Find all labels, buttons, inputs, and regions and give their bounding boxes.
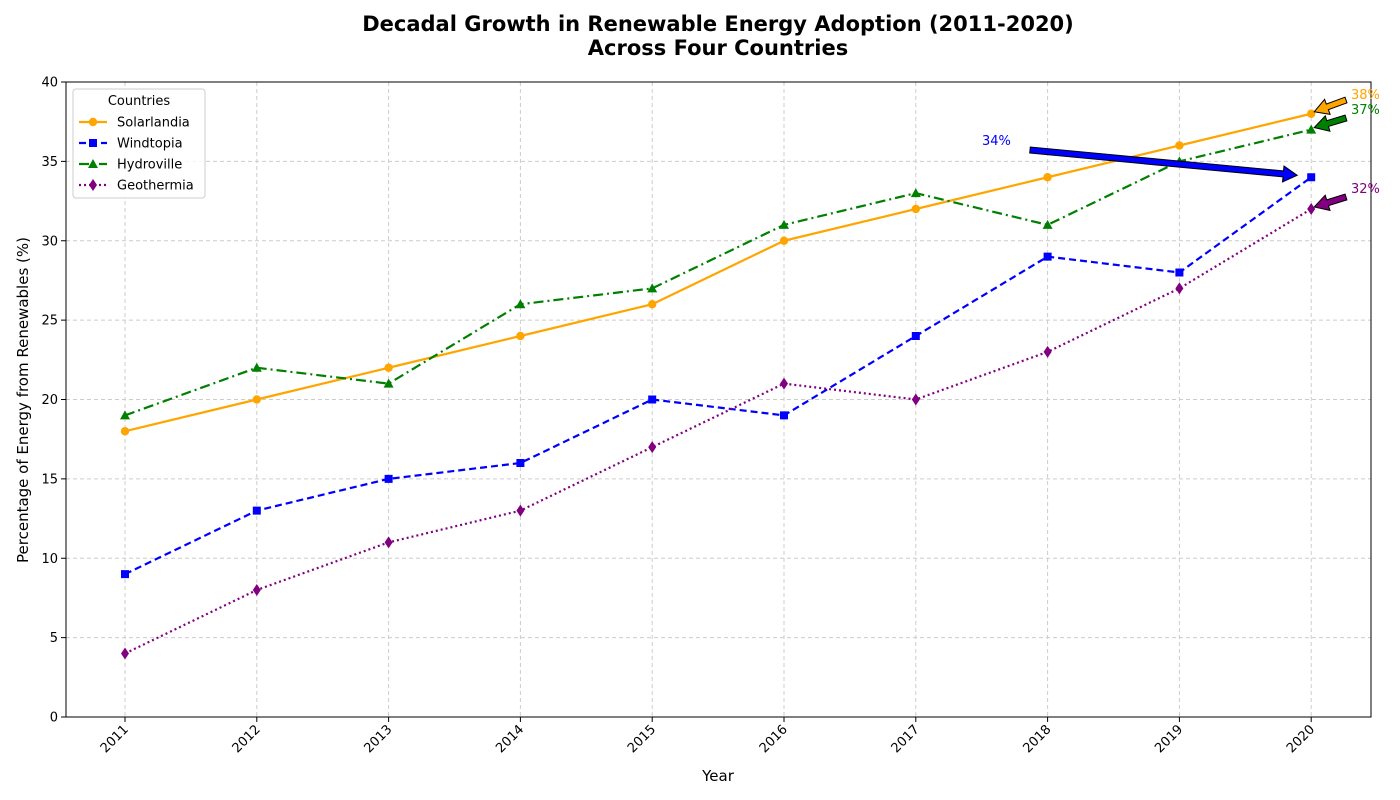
annotation-label: 34% — [982, 134, 1011, 149]
x-axis-label: Year — [701, 767, 735, 785]
chart-subtitle: Across Four Countries — [588, 36, 848, 60]
y-tick-label: 40 — [41, 76, 58, 91]
x-tick-label: 2020 — [1284, 722, 1318, 756]
data-point-solarlandia — [384, 363, 393, 372]
data-point-windtopia — [1175, 268, 1184, 277]
annotation-arrow — [1313, 114, 1348, 132]
y-tick-label: 10 — [41, 552, 58, 567]
x-tick-label: 2015 — [625, 722, 659, 756]
data-point-geothermia — [1175, 282, 1184, 295]
data-point-geothermia — [252, 584, 261, 596]
data-point-hydroville — [120, 410, 130, 420]
series-hydroville — [120, 124, 1317, 420]
chart-title: Decadal Growth in Renewable Energy Adopt… — [362, 12, 1074, 36]
series-line-windtopia — [124, 176, 1312, 576]
legend-label-hydroville: Hydroville — [117, 158, 182, 173]
legend-label-geothermia: Geothermia — [117, 179, 194, 194]
data-point-hydroville — [383, 378, 394, 388]
x-tick-label: 2012 — [230, 722, 264, 756]
x-tick-label: 2019 — [1152, 722, 1186, 756]
annotation-label: 32% — [1351, 182, 1380, 197]
x-tick-label: 2013 — [361, 722, 395, 756]
series-geothermia — [121, 203, 1316, 660]
data-point-solarlandia — [1175, 141, 1184, 150]
annotation-arrow — [1313, 96, 1348, 116]
data-point-hydroville — [251, 362, 262, 372]
legend: Countries Solarlandia Windtopia Hydroville G… — [72, 88, 206, 199]
legend-title: Countries — [108, 94, 171, 109]
data-point-geothermia — [1307, 203, 1316, 215]
annotation-arrow — [1029, 146, 1299, 183]
data-point-geothermia — [911, 393, 920, 406]
data-point-hydroville — [910, 188, 921, 198]
annotation-label: 37% — [1351, 103, 1380, 118]
annotation-label: 38% — [1351, 88, 1380, 103]
y-axis-label: Percentage of Energy from Renewables (%) — [14, 237, 32, 563]
data-point-solarlandia — [252, 395, 261, 404]
y-tick-label: 35 — [41, 155, 58, 170]
legend-marker-windtopia — [89, 139, 97, 147]
series-line-geothermia — [124, 208, 1312, 655]
grid — [66, 81, 1371, 718]
data-point-windtopia — [1043, 252, 1052, 261]
data-point-solarlandia — [648, 300, 657, 309]
legend-label-solarlandia: Solarlandia — [117, 116, 190, 131]
y-tick-label: 30 — [41, 234, 58, 249]
data-point-geothermia — [516, 504, 525, 517]
y-tick-label: 5 — [50, 631, 58, 646]
data-point-geothermia — [121, 647, 129, 660]
series-line-hydroville — [124, 128, 1312, 417]
data-point-hydroville — [647, 283, 658, 293]
legend-box — [72, 88, 206, 199]
legend-label-windtopia: Windtopia — [117, 137, 183, 152]
data-point-hydroville — [515, 299, 526, 309]
data-point-geothermia — [1043, 345, 1052, 358]
data-point-solarlandia — [120, 427, 130, 436]
y-tick-label: 25 — [41, 314, 58, 329]
legend-marker-geothermia — [89, 179, 97, 191]
data-point-geothermia — [780, 377, 788, 390]
data-point-windtopia — [516, 459, 525, 467]
x-tick-label: 2018 — [1020, 722, 1054, 756]
x-tick-label: 2017 — [889, 722, 923, 756]
y-tick-label: 20 — [41, 393, 58, 408]
data-point-hydroville — [779, 219, 789, 229]
legend-marker-hydroville — [88, 159, 98, 168]
data-point-solarlandia — [911, 204, 920, 214]
data-point-solarlandia — [516, 331, 525, 341]
series-windtopia — [121, 173, 1316, 579]
data-point-windtopia — [648, 395, 657, 404]
data-point-windtopia — [780, 411, 788, 420]
data-point-hydroville — [1306, 124, 1317, 134]
x-tick-label: 2014 — [493, 722, 527, 756]
data-point-windtopia — [911, 332, 920, 340]
legend-marker-solarlandia — [88, 117, 98, 127]
data-point-hydroville — [1042, 219, 1053, 229]
data-point-windtopia — [121, 570, 129, 579]
x-tick-label: 2011 — [98, 722, 132, 756]
data-point-geothermia — [384, 536, 393, 549]
data-point-solarlandia — [1307, 109, 1316, 118]
annotation-arrow — [1313, 193, 1348, 212]
y-tick-label: 15 — [41, 472, 58, 487]
x-tick-label: 2016 — [757, 722, 791, 756]
data-point-windtopia — [384, 474, 393, 483]
y-tick-label: 0 — [50, 711, 58, 726]
data-point-windtopia — [1307, 173, 1316, 182]
data-point-solarlandia — [779, 236, 789, 245]
data-point-windtopia — [252, 506, 261, 515]
data-point-solarlandia — [1043, 173, 1052, 182]
data-point-geothermia — [648, 441, 657, 454]
